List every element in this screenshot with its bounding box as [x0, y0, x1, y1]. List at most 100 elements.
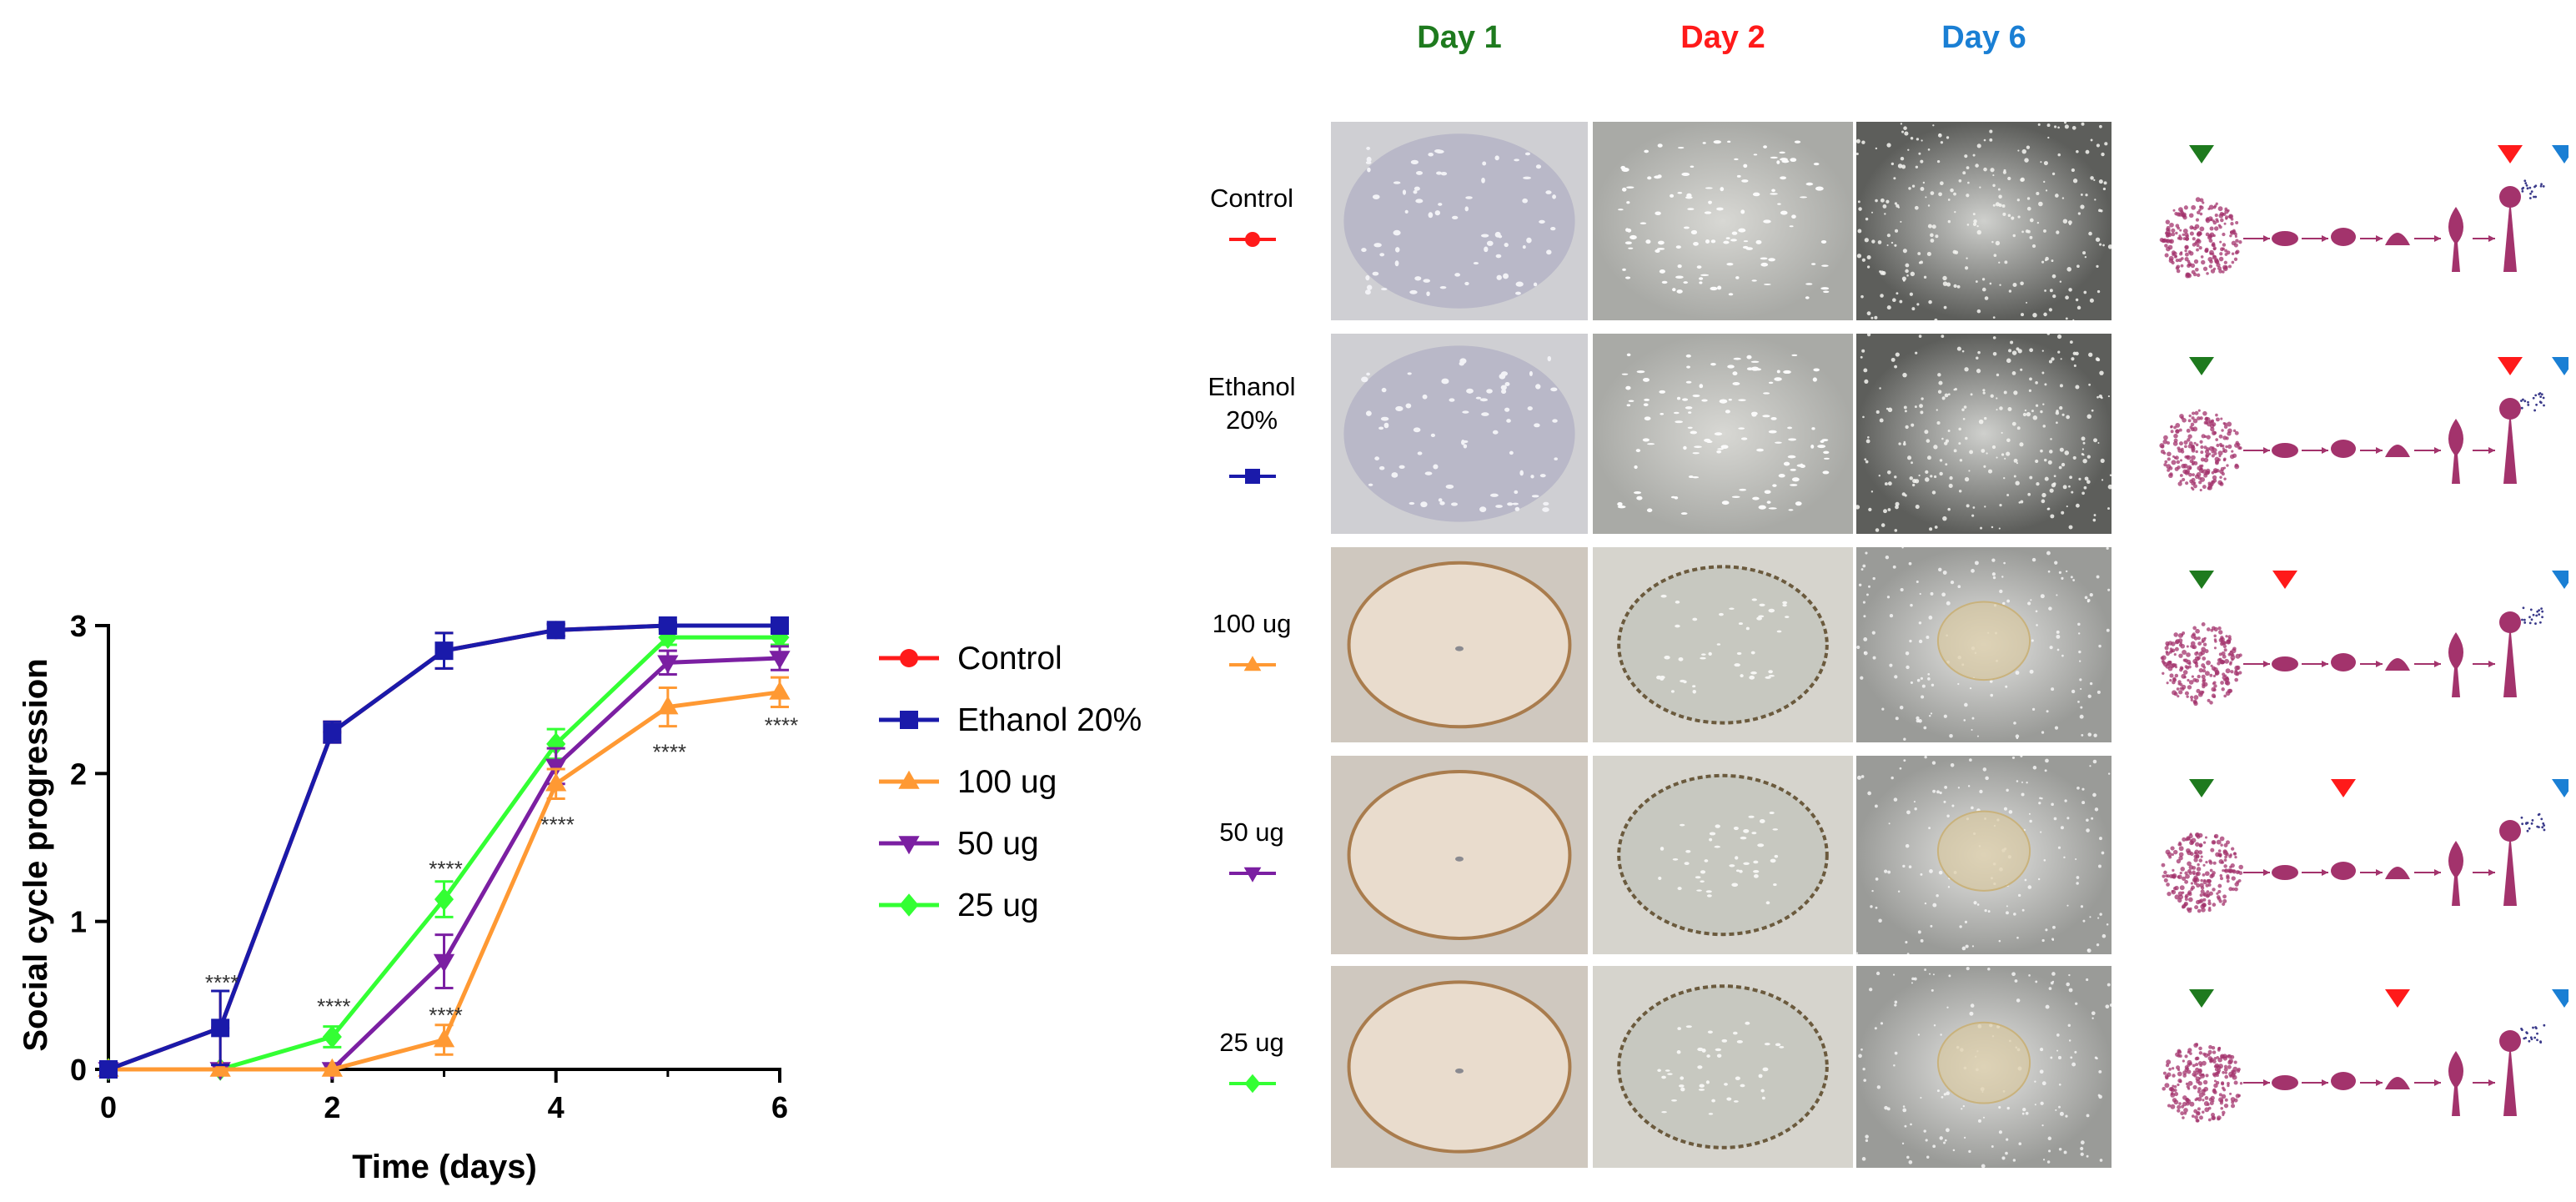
- condition-marker-shape: [1245, 469, 1260, 484]
- stage-indicator-icon: [2385, 989, 2410, 1008]
- condition-marker-shape: [1244, 1074, 1261, 1094]
- condition-marker-icon: [1229, 867, 1276, 883]
- significance-annotation: ****: [429, 857, 462, 882]
- data-point: [770, 626, 790, 649]
- stage-indicator-icon: [2189, 989, 2214, 1008]
- culture-photo-day1: [1331, 547, 1588, 742]
- development-stage-diagram: [2135, 122, 2576, 327]
- legend-marker-icon: [879, 649, 939, 667]
- data-point: [769, 681, 791, 700]
- y-tick-label: 1: [70, 905, 87, 939]
- x-tick-label: 0: [100, 1090, 117, 1124]
- culture-photo-day2: [1593, 547, 1853, 742]
- significance-annotation: ****: [653, 740, 686, 765]
- condition-label: Ethanol 20%: [1208, 372, 1296, 435]
- legend-item: 100 ug: [876, 751, 1209, 812]
- culture-photo-day2: [1593, 966, 1853, 1168]
- stage-indicator-icon: [2552, 145, 2576, 163]
- condition-marker-icon: [1229, 656, 1276, 671]
- culture-photo-day2: [1593, 334, 1853, 534]
- culture-photo-day6: [1856, 966, 2112, 1168]
- x-axis-label: Time (days): [352, 1149, 537, 1185]
- y-tick-label: 2: [70, 757, 87, 791]
- condition-marker-icon: [1229, 1074, 1276, 1094]
- culture-photo-day1: [1331, 334, 1588, 534]
- stage-indicator-icon: [2552, 989, 2576, 1008]
- legend-item: 50 ug: [876, 812, 1209, 874]
- data-point: [434, 888, 454, 911]
- culture-photo-day6: [1856, 334, 2112, 534]
- culture-photo-day6: [1856, 756, 2112, 954]
- x-tick-label: 6: [771, 1090, 788, 1124]
- legend-marker-shape: [900, 711, 918, 729]
- development-stage-diagram: [2135, 334, 2576, 539]
- stage-indicator-icon: [2189, 571, 2214, 589]
- legend-marker-icon: [879, 711, 939, 729]
- data-point: [323, 722, 342, 742]
- data-point: [545, 772, 567, 792]
- series-100-ug: [98, 676, 791, 1077]
- data-point: [434, 641, 454, 661]
- condition-marker-shape: [1243, 656, 1262, 671]
- data-point: [657, 696, 679, 715]
- condition-label: 100 ug: [1212, 609, 1292, 638]
- culture-photo-day1: [1331, 756, 1588, 954]
- significance-annotation: ****: [540, 812, 574, 837]
- legend-marker-shape: [899, 893, 919, 917]
- data-point: [658, 616, 677, 635]
- condition-marker-shape: [1243, 867, 1262, 883]
- culture-photo-day2: [1593, 122, 1853, 320]
- legend-marker-shape: [900, 649, 918, 667]
- stage-indicator-icon: [2189, 779, 2214, 797]
- x-tick-label: 2: [324, 1090, 340, 1124]
- data-point: [322, 1025, 342, 1049]
- stage-indicator-icon: [2331, 779, 2356, 797]
- data-point: [99, 1060, 118, 1079]
- data-point: [433, 1028, 455, 1048]
- legend-item: Ethanol 20%: [876, 689, 1209, 751]
- condition-marker-icon: [1229, 232, 1276, 247]
- stage-indicator-icon: [2552, 357, 2576, 375]
- stage-indicator-icon: [2552, 779, 2576, 797]
- legend-label: Ethanol 20%: [957, 702, 1142, 738]
- culture-photo-day1: [1331, 966, 1588, 1168]
- legend-label: 25 ug: [957, 888, 1039, 923]
- data-point: [433, 953, 455, 973]
- legend-marker-shape: [898, 836, 920, 855]
- day-header: Day 6: [1941, 20, 2026, 55]
- significance-annotation: ****: [317, 994, 350, 1019]
- data-point: [546, 732, 566, 756]
- day-header: Day 1: [1417, 20, 1502, 55]
- legend-item: Control: [876, 627, 1209, 689]
- chart-legend: Control Ethanol 20% 100 ug 50 ug 25 ug: [876, 627, 1209, 936]
- significance-annotation: ****: [429, 1003, 462, 1028]
- y-tick-label: 0: [70, 1053, 87, 1087]
- legend-label: 50 ug: [957, 826, 1039, 862]
- development-stage-diagram: [2135, 966, 2576, 1171]
- culture-photo-day6: [1856, 122, 2112, 320]
- day-header: Day 2: [1680, 20, 1765, 55]
- stage-indicator-icon: [2552, 571, 2576, 589]
- data-point: [657, 655, 679, 674]
- data-point: [771, 616, 789, 635]
- development-stage-diagram: [2135, 756, 2576, 961]
- condition-label: 25 ug: [1219, 1028, 1284, 1057]
- culture-photo-day2: [1593, 756, 1853, 954]
- data-point: [546, 621, 565, 640]
- legend-label: 100 ug: [957, 764, 1057, 800]
- legend-label: Control: [957, 641, 1062, 676]
- data-point: [769, 651, 791, 670]
- stage-indicator-icon: [2498, 357, 2523, 375]
- series-ethanol-20-: [99, 616, 789, 1079]
- y-tick-label: 3: [70, 609, 87, 643]
- stage-indicator-icon: [2498, 145, 2523, 163]
- legend-marker-icon: [879, 893, 939, 917]
- data-point: [209, 1058, 231, 1077]
- culture-photo-day1: [1331, 122, 1588, 320]
- condition-label: 50 ug: [1219, 817, 1284, 847]
- x-tick-label: 4: [548, 1090, 565, 1124]
- legend-marker-icon: [879, 770, 939, 789]
- stage-indicator-icon: [2272, 571, 2297, 589]
- legend-marker-icon: [879, 836, 939, 855]
- stage-indicator-icon: [2189, 145, 2214, 163]
